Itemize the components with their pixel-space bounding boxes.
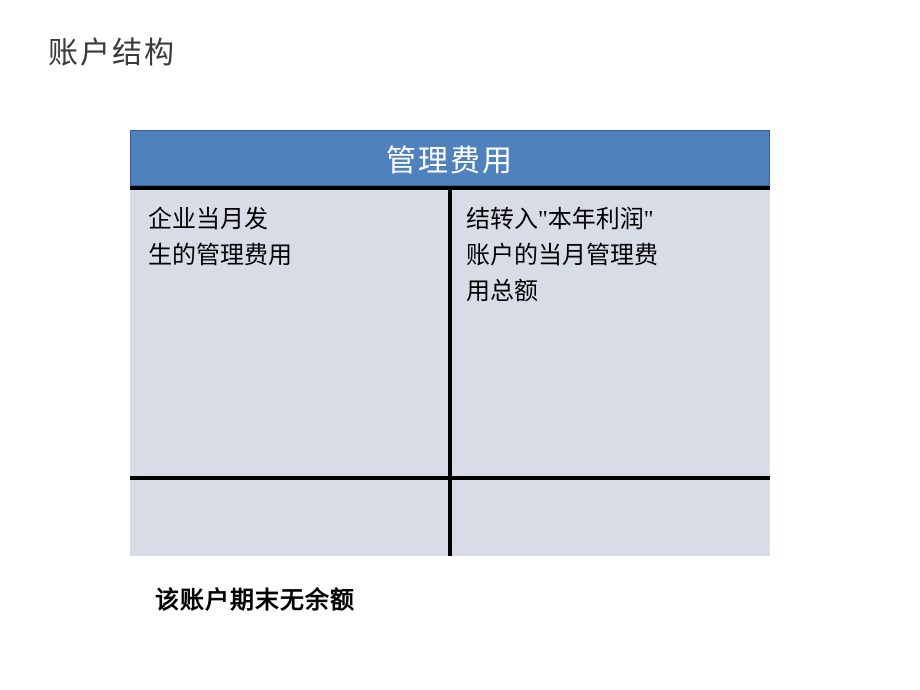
debit-text-line1: 企业当月发 bbox=[148, 202, 430, 238]
t-account-footer-right bbox=[450, 480, 770, 556]
t-account-debit-side: 企业当月发 生的管理费用 bbox=[130, 190, 450, 476]
footer-note: 该账户期末无余额 bbox=[155, 580, 355, 615]
debit-text-line2: 生的管理费用 bbox=[148, 238, 430, 274]
t-account-footer-left bbox=[130, 480, 450, 556]
credit-text-line1: 结转入"本年利润" bbox=[466, 202, 756, 238]
t-account-header: 管理费用 bbox=[130, 130, 770, 186]
page-title: 账户结构 bbox=[48, 28, 176, 72]
t-account-footer-row bbox=[130, 476, 770, 556]
t-account-diagram: 管理费用 企业当月发 生的管理费用 结转入"本年利润" 账户的当月管理费 用总额 bbox=[130, 130, 770, 556]
credit-text-line3: 用总额 bbox=[466, 274, 756, 310]
t-account-credit-side: 结转入"本年利润" 账户的当月管理费 用总额 bbox=[450, 190, 770, 476]
t-account-body: 企业当月发 生的管理费用 结转入"本年利润" 账户的当月管理费 用总额 bbox=[130, 186, 770, 476]
credit-text-line2: 账户的当月管理费 bbox=[466, 238, 756, 274]
